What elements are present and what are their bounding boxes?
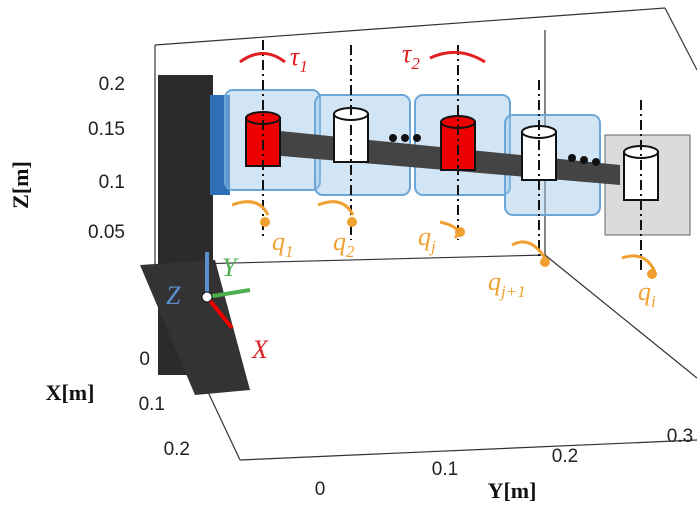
x-axis-label: X[m] [46,380,95,405]
joint-label-symbol: q [333,227,346,256]
torque-label: τ1 [290,42,308,76]
frame-x-label: X [251,335,269,364]
y-tick-label: 0.3 [667,426,693,447]
frame-y-label: Y [222,253,239,282]
joint-label: qi [638,277,656,311]
z-axis-label: Z[m] [8,161,33,209]
x-tick-label: 0.1 [139,394,165,415]
frame-z-label: Z [166,281,181,310]
joint-label: q1 [272,227,294,261]
joint-label-symbol: q [418,222,431,251]
y-tick-label: 0.1 [432,459,458,480]
figure: X Y Z τ1τ2q1q2qjqj+1qi 0.20.150.10.0500.… [0,0,697,514]
x-tick-label: 0.2 [164,439,190,460]
joint-label-subscript: j [429,237,436,256]
joint-label: qj+1 [488,267,526,301]
joint-label-subscript: 1 [285,242,294,261]
torque-label-subscript: 2 [411,54,420,73]
y-tick-label: 0 [315,479,326,500]
torque-arrows [240,52,485,62]
torque-label-subscript: 1 [299,57,308,76]
x-tick-label: 0 [139,349,150,370]
joint-label-subscript: 2 [346,242,355,261]
torque-label: τ2 [402,39,420,73]
z-tick-label: 0.2 [99,74,125,95]
z-tick-label: 0.05 [88,222,125,243]
joint-label-subscript: j+1 [499,282,526,301]
joint-label-symbol: q [272,227,285,256]
joint-label-subscript: i [651,292,656,311]
joint-label-symbol: q [638,277,651,306]
joint-label: qj [418,222,436,256]
y-tick-label: 0.2 [552,446,578,467]
y-axis-label: Y[m] [488,478,537,503]
z-tick-label: 0.15 [88,119,125,140]
z-tick-label: 0.1 [99,172,125,193]
joint-label-symbol: q [488,267,501,296]
